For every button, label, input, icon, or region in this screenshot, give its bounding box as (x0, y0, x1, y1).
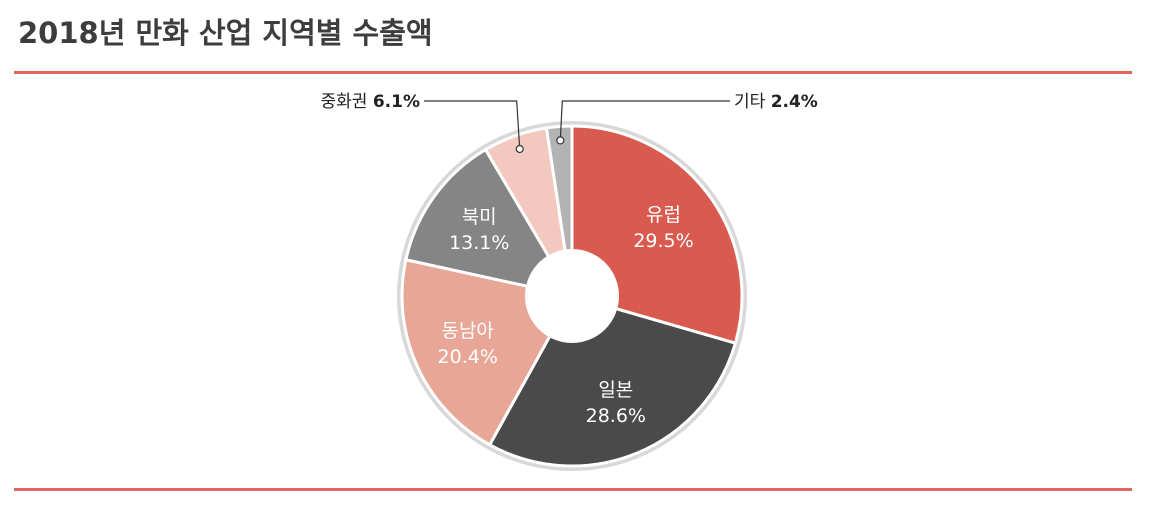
pie-slice-2 (487, 294, 738, 468)
callout-dot (515, 144, 524, 154)
slice-name-label: 유럽 (646, 204, 681, 226)
slice-value-label: 28.6% (586, 405, 646, 427)
callout-value: 6.1% (373, 92, 420, 112)
callout-leader-line (559, 100, 730, 141)
slice-value-label: 29.5% (633, 230, 693, 252)
callout-label: 중화권 6.1% (321, 92, 420, 112)
bottom-divider (14, 488, 1132, 491)
callout-dot (556, 136, 565, 145)
callout-labels: 중화권 6.1% 기타 2.4% (321, 92, 818, 154)
slice-name-label: 북미 (462, 206, 497, 228)
slice-labels: 유럽 29.5% 일본 28.6% 동남아 20.4% 북미 13.1% (438, 204, 694, 427)
slice-name-label: 일본 (598, 379, 633, 401)
slice-name-label: 동남아 (441, 320, 493, 342)
callout-name: 중화권 (321, 92, 373, 112)
slice-value-label: 13.1% (449, 232, 509, 254)
chart-outer-ring (397, 121, 747, 471)
callout-name: 기타 (734, 92, 771, 112)
slice-value-label: 20.4% (438, 346, 498, 368)
callout-value: 2.4% (771, 92, 818, 112)
callout-leader-line (424, 100, 521, 150)
callout-label: 기타 2.4% (734, 92, 818, 112)
pie-slice-4 (404, 147, 576, 299)
top-divider (14, 71, 1132, 74)
donut-hole (525, 249, 619, 343)
page-title: 2018년 만화 산업 지역별 수출액 (18, 16, 433, 50)
